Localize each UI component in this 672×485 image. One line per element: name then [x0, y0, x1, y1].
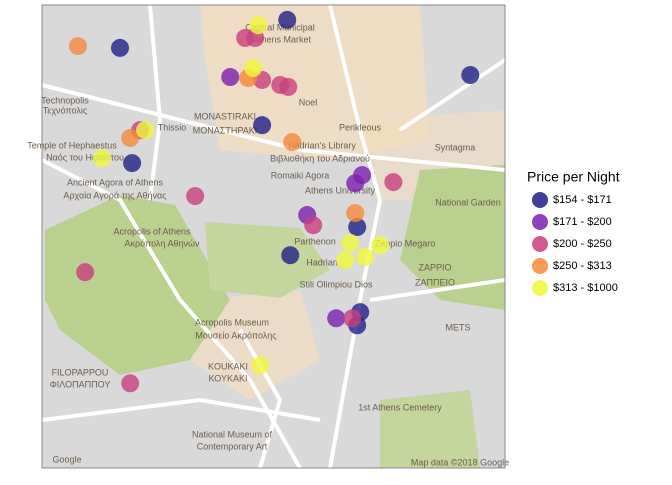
legend-label: $154 - $171 — [553, 194, 612, 206]
point — [68, 37, 87, 56]
map-label: Google — [52, 454, 81, 464]
point — [244, 59, 263, 78]
map-label: Stili Olimpiou Dios — [299, 279, 373, 289]
legend-swatch — [532, 258, 548, 274]
point — [221, 68, 240, 87]
map-label: Athens Market — [253, 34, 312, 44]
legend-label: $250 - $313 — [553, 260, 612, 272]
roads — [42, 5, 505, 468]
park — [205, 222, 330, 298]
map-label: Ναός του Ηφαίστου — [46, 152, 124, 162]
legend-swatch — [532, 214, 548, 230]
map-label: Hadrian — [306, 257, 338, 267]
map-label: Hadrian's Library — [288, 140, 356, 150]
point — [371, 236, 390, 255]
point — [283, 133, 302, 152]
point — [123, 154, 142, 173]
map-label: National Museum of — [192, 429, 273, 439]
points — [68, 10, 480, 393]
map-label: 1st Athens Cemetery — [358, 402, 442, 412]
point — [110, 38, 129, 57]
map-label: Central Municipal — [245, 22, 315, 32]
map-label: Athens University — [305, 185, 376, 195]
point — [251, 356, 270, 375]
point — [253, 116, 272, 135]
map-label: FILOPAPPOU — [52, 367, 109, 377]
point — [384, 173, 403, 192]
legend: $154 - $171 $171 - $200 $200 - $250 $250 - … — [532, 192, 618, 296]
map-base — [42, 5, 505, 468]
map-label: Perikleous — [339, 122, 382, 132]
point — [327, 309, 346, 328]
map-label: Parthenon — [294, 236, 336, 246]
park — [45, 195, 230, 375]
legend-label: $313 - $1000 — [553, 282, 618, 294]
point — [336, 251, 355, 270]
map-label: MONASTIRAKI — [194, 111, 256, 121]
map-label: Βιβλιοθήκη του Αδριανού — [270, 153, 370, 163]
point — [304, 216, 323, 235]
map-label: Acropolis Museum — [195, 317, 269, 327]
map-label: Αρχαία Αγορά της Αθήνας — [63, 190, 167, 200]
point — [249, 16, 268, 35]
point — [346, 204, 365, 223]
point — [121, 129, 140, 148]
point — [348, 218, 367, 237]
map-label: Μουσείο Ακρόπολης — [195, 330, 277, 340]
map-label: Noel — [299, 97, 318, 107]
park — [400, 165, 505, 310]
map-label: Contemporary Art — [197, 441, 268, 451]
map-label: Ancient Agora of Athens — [67, 177, 164, 187]
map-label: ΦΙΛΟΠΑΠΠΟΥ — [50, 379, 111, 389]
map-label: METS — [445, 322, 470, 332]
map-label: Technopolis — [41, 95, 89, 105]
point — [121, 374, 140, 393]
point — [341, 234, 360, 253]
map-label: Zappio Megaro — [375, 238, 436, 248]
map-label: ZAPPIO — [418, 262, 451, 272]
map-frame — [41, 4, 506, 469]
map-label: Acropolis of Athens — [113, 226, 191, 236]
map-label: Ακρόπολη Αθηνών — [125, 238, 200, 248]
legend-swatch — [532, 192, 548, 208]
map-label: Temple of Hephaestus — [27, 140, 117, 150]
point — [236, 28, 255, 47]
point — [136, 121, 155, 140]
point — [93, 149, 112, 168]
map-label: Map data ©2018 Google — [411, 457, 509, 467]
map-label: Romaiki Agora — [271, 170, 330, 180]
legend-swatch — [532, 280, 548, 296]
map-label: ΖΑΠΠΕΙΟ — [415, 277, 455, 287]
legend-title: Price per Night — [527, 169, 620, 185]
legend-swatch — [532, 236, 548, 252]
park — [380, 390, 480, 468]
legend-label: $200 - $250 — [553, 238, 612, 250]
map-label: KOUKAKI — [208, 361, 248, 371]
point — [76, 263, 95, 282]
point — [186, 187, 205, 206]
point — [281, 246, 300, 265]
map-label: ΚΟΥΚΑΚΙ — [209, 373, 248, 383]
point — [356, 248, 375, 267]
map-label: Syntagma — [435, 142, 476, 152]
legend-label: $171 - $200 — [553, 216, 612, 228]
point — [279, 77, 298, 96]
map-label: Thissio — [158, 122, 187, 132]
point — [346, 174, 365, 193]
point — [343, 309, 362, 328]
point — [461, 66, 480, 85]
district — [190, 290, 320, 400]
map-label: ΜΟΝΑΣΤΗΡΑΚΙ — [193, 125, 257, 135]
map-label: Τεχνόπολις — [43, 105, 88, 115]
point — [278, 10, 297, 29]
map-label: National Garden — [435, 197, 501, 207]
